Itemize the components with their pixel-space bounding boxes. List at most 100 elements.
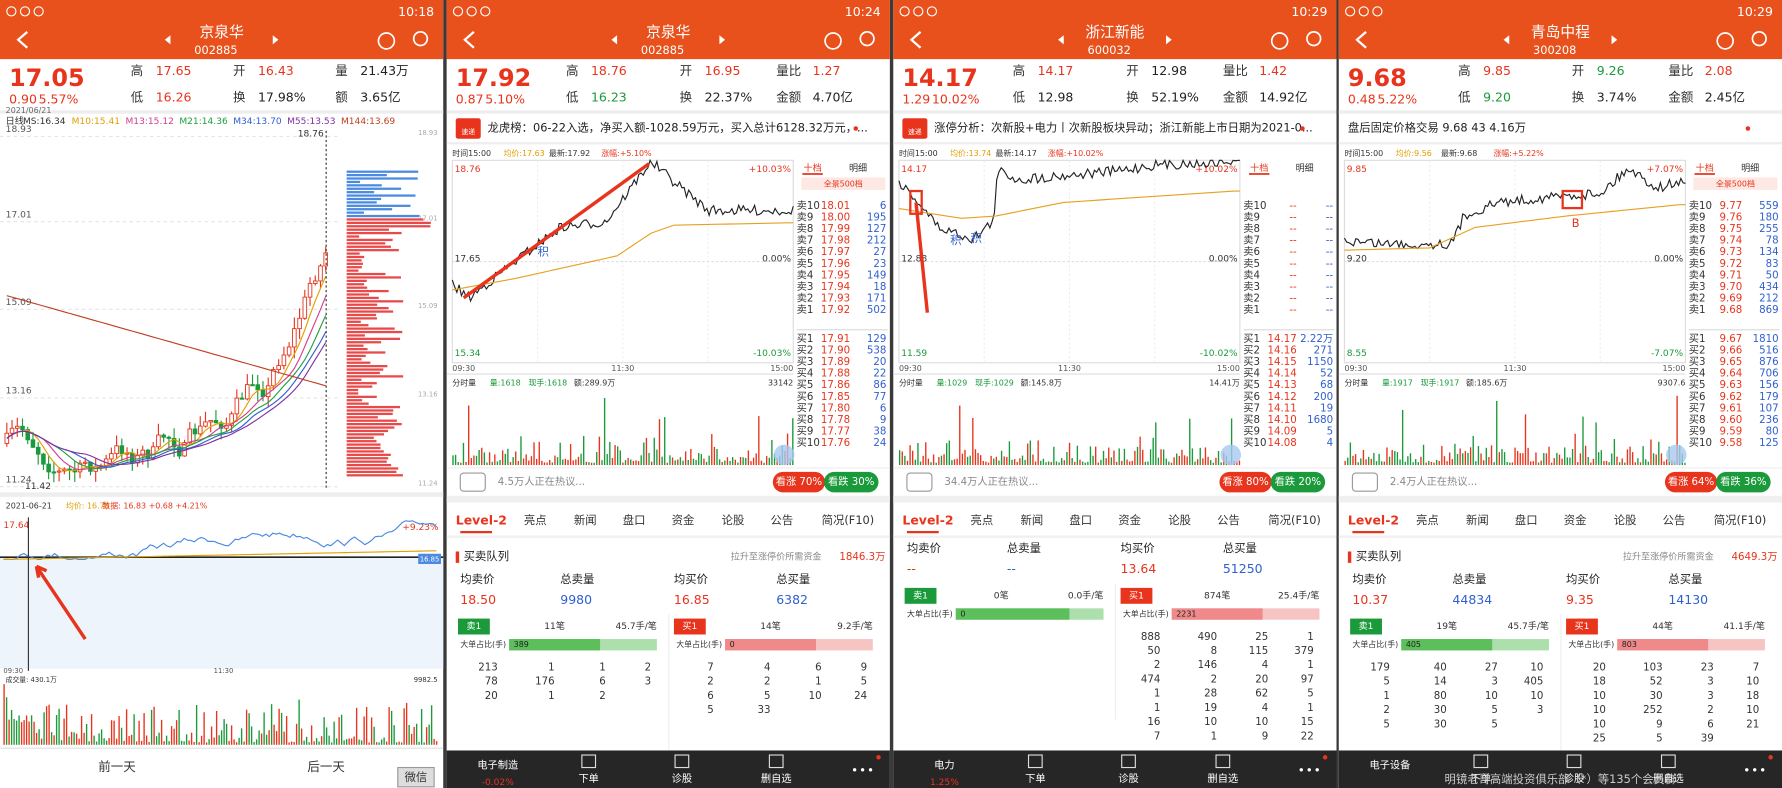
ma-legend: M34:13.70 (233, 117, 282, 127)
volume-bar (1081, 461, 1084, 466)
detail-tab[interactable]: Level-2 (1348, 512, 1399, 527)
nav-button[interactable]: 下单 (1471, 773, 1491, 785)
stock-name: 浙江新能 (1085, 24, 1144, 41)
volume-bar (491, 461, 493, 466)
book-volume: -- (1326, 294, 1334, 305)
detail-tab[interactable]: 论股 (722, 513, 745, 527)
time-label: 15:00 (1217, 364, 1240, 373)
queue-cell: 18 (1746, 691, 1759, 702)
book-label: 买8 (1689, 414, 1706, 426)
volume-bar (1409, 453, 1412, 466)
detail-tab[interactable]: Level-2 (902, 512, 953, 527)
queue-cell: 146 (1198, 660, 1218, 671)
volume-bar (1684, 462, 1686, 466)
detail-tab[interactable]: 盘口 (1069, 513, 1092, 527)
search-icon (412, 30, 429, 47)
nav-button[interactable]: 下单 (578, 773, 598, 785)
volume-bar (73, 732, 75, 745)
book-label: 卖6 (1243, 246, 1260, 258)
nav-button[interactable]: 诊股 (1118, 772, 1138, 785)
volume-bar (598, 436, 601, 466)
volume-bar (1037, 440, 1039, 466)
volume-bar (773, 453, 776, 466)
volume-bar (1545, 453, 1548, 466)
volume-bar (619, 450, 621, 466)
book-label: 卖8 (797, 223, 814, 235)
vol-header: 分时量 (899, 378, 923, 388)
volume-bar (1375, 461, 1378, 466)
detail-tab[interactable]: 新闻 (1466, 513, 1489, 527)
detail-tab[interactable]: 新闻 (574, 513, 597, 527)
book-label: 卖3 (1243, 281, 1260, 293)
volume-bar (28, 721, 30, 745)
more-icon (1760, 768, 1765, 772)
volume-bar (260, 733, 263, 745)
candle-body (239, 397, 245, 400)
detail-tab[interactable]: 公告 (771, 513, 794, 527)
detail-tab[interactable]: 资金 (672, 513, 695, 527)
volume-bar (1165, 458, 1167, 466)
detail-tab[interactable]: Level-2 (456, 512, 507, 527)
volume-bar (1618, 462, 1621, 466)
volume-bar (175, 720, 178, 745)
volume-bar (1013, 459, 1016, 466)
detail-tab[interactable]: 资金 (1564, 513, 1587, 527)
book-label: 买1 (1243, 333, 1260, 345)
queue-tag-text: 卖1 (1359, 621, 1374, 632)
prev-stock (611, 35, 618, 45)
detail-tab[interactable]: 亮点 (1416, 513, 1439, 527)
queue-cell: 1 (1307, 703, 1314, 714)
volume-bar (583, 436, 585, 466)
nav-button[interactable]: 删自选 (761, 772, 792, 785)
nav-icon (674, 754, 690, 769)
nav-button[interactable]: 删自选 (1208, 772, 1239, 785)
detail-tab[interactable]: 论股 (1168, 513, 1191, 527)
book-volume: 68 (1320, 380, 1333, 391)
volume-bar (747, 450, 750, 466)
candle-body (156, 434, 161, 448)
robot-icon (377, 32, 396, 50)
volume-bar (1652, 453, 1655, 466)
stat-label: 换 (1126, 89, 1139, 104)
detail-tab[interactable]: 新闻 (1021, 513, 1044, 527)
back-button (16, 30, 29, 49)
bull-label: 看涨 70% (776, 475, 823, 488)
volume-bar (987, 462, 990, 466)
candle-body (302, 296, 308, 319)
volume-profile-bar (346, 341, 382, 344)
volume-bar (473, 455, 475, 466)
detail-tab[interactable]: 盘口 (1515, 513, 1538, 527)
book-price: 17.89 (821, 357, 850, 368)
ma-line (6, 342, 327, 466)
book-volume: 80 (1766, 427, 1779, 438)
detail-tab[interactable]: 亮点 (971, 513, 994, 527)
detail-tab[interactable]: 简况(F10) (1268, 513, 1321, 527)
nav-button[interactable]: 诊股 (672, 772, 692, 785)
volume-bar (1006, 456, 1008, 466)
detail-tab[interactable]: 亮点 (524, 513, 547, 527)
book-label: 卖5 (797, 258, 814, 270)
detail-tab[interactable]: 简况(F10) (822, 513, 875, 527)
detail-tab[interactable]: 盘口 (623, 513, 646, 527)
book-label: 买3 (797, 356, 814, 368)
volume-bar (909, 445, 911, 466)
sub-axis: +9.23% (402, 523, 439, 533)
queue-cell: 10 (1485, 691, 1498, 702)
nav-button[interactable]: 删自选 (1653, 772, 1684, 785)
book-label: 买6 (1243, 391, 1260, 403)
detail-tab[interactable]: 论股 (1614, 513, 1637, 527)
nav-button[interactable]: 下单 (1025, 773, 1045, 785)
detail-tab[interactable]: 公告 (1663, 513, 1686, 527)
detail-tab[interactable]: 资金 (1118, 513, 1141, 527)
volume-bar (1532, 461, 1535, 466)
queue-cell: 2 (764, 677, 771, 688)
queue-cell: 115 (1249, 646, 1269, 657)
nav-button[interactable]: 诊股 (1564, 772, 1584, 785)
volume-bar (1537, 462, 1540, 466)
detail-tab[interactable]: 简况(F10) (1714, 513, 1767, 527)
volume-bar (330, 742, 333, 745)
detail-tab[interactable]: 公告 (1217, 513, 1240, 527)
stat-label: 低 (1458, 89, 1471, 104)
volume-bar (765, 456, 768, 466)
